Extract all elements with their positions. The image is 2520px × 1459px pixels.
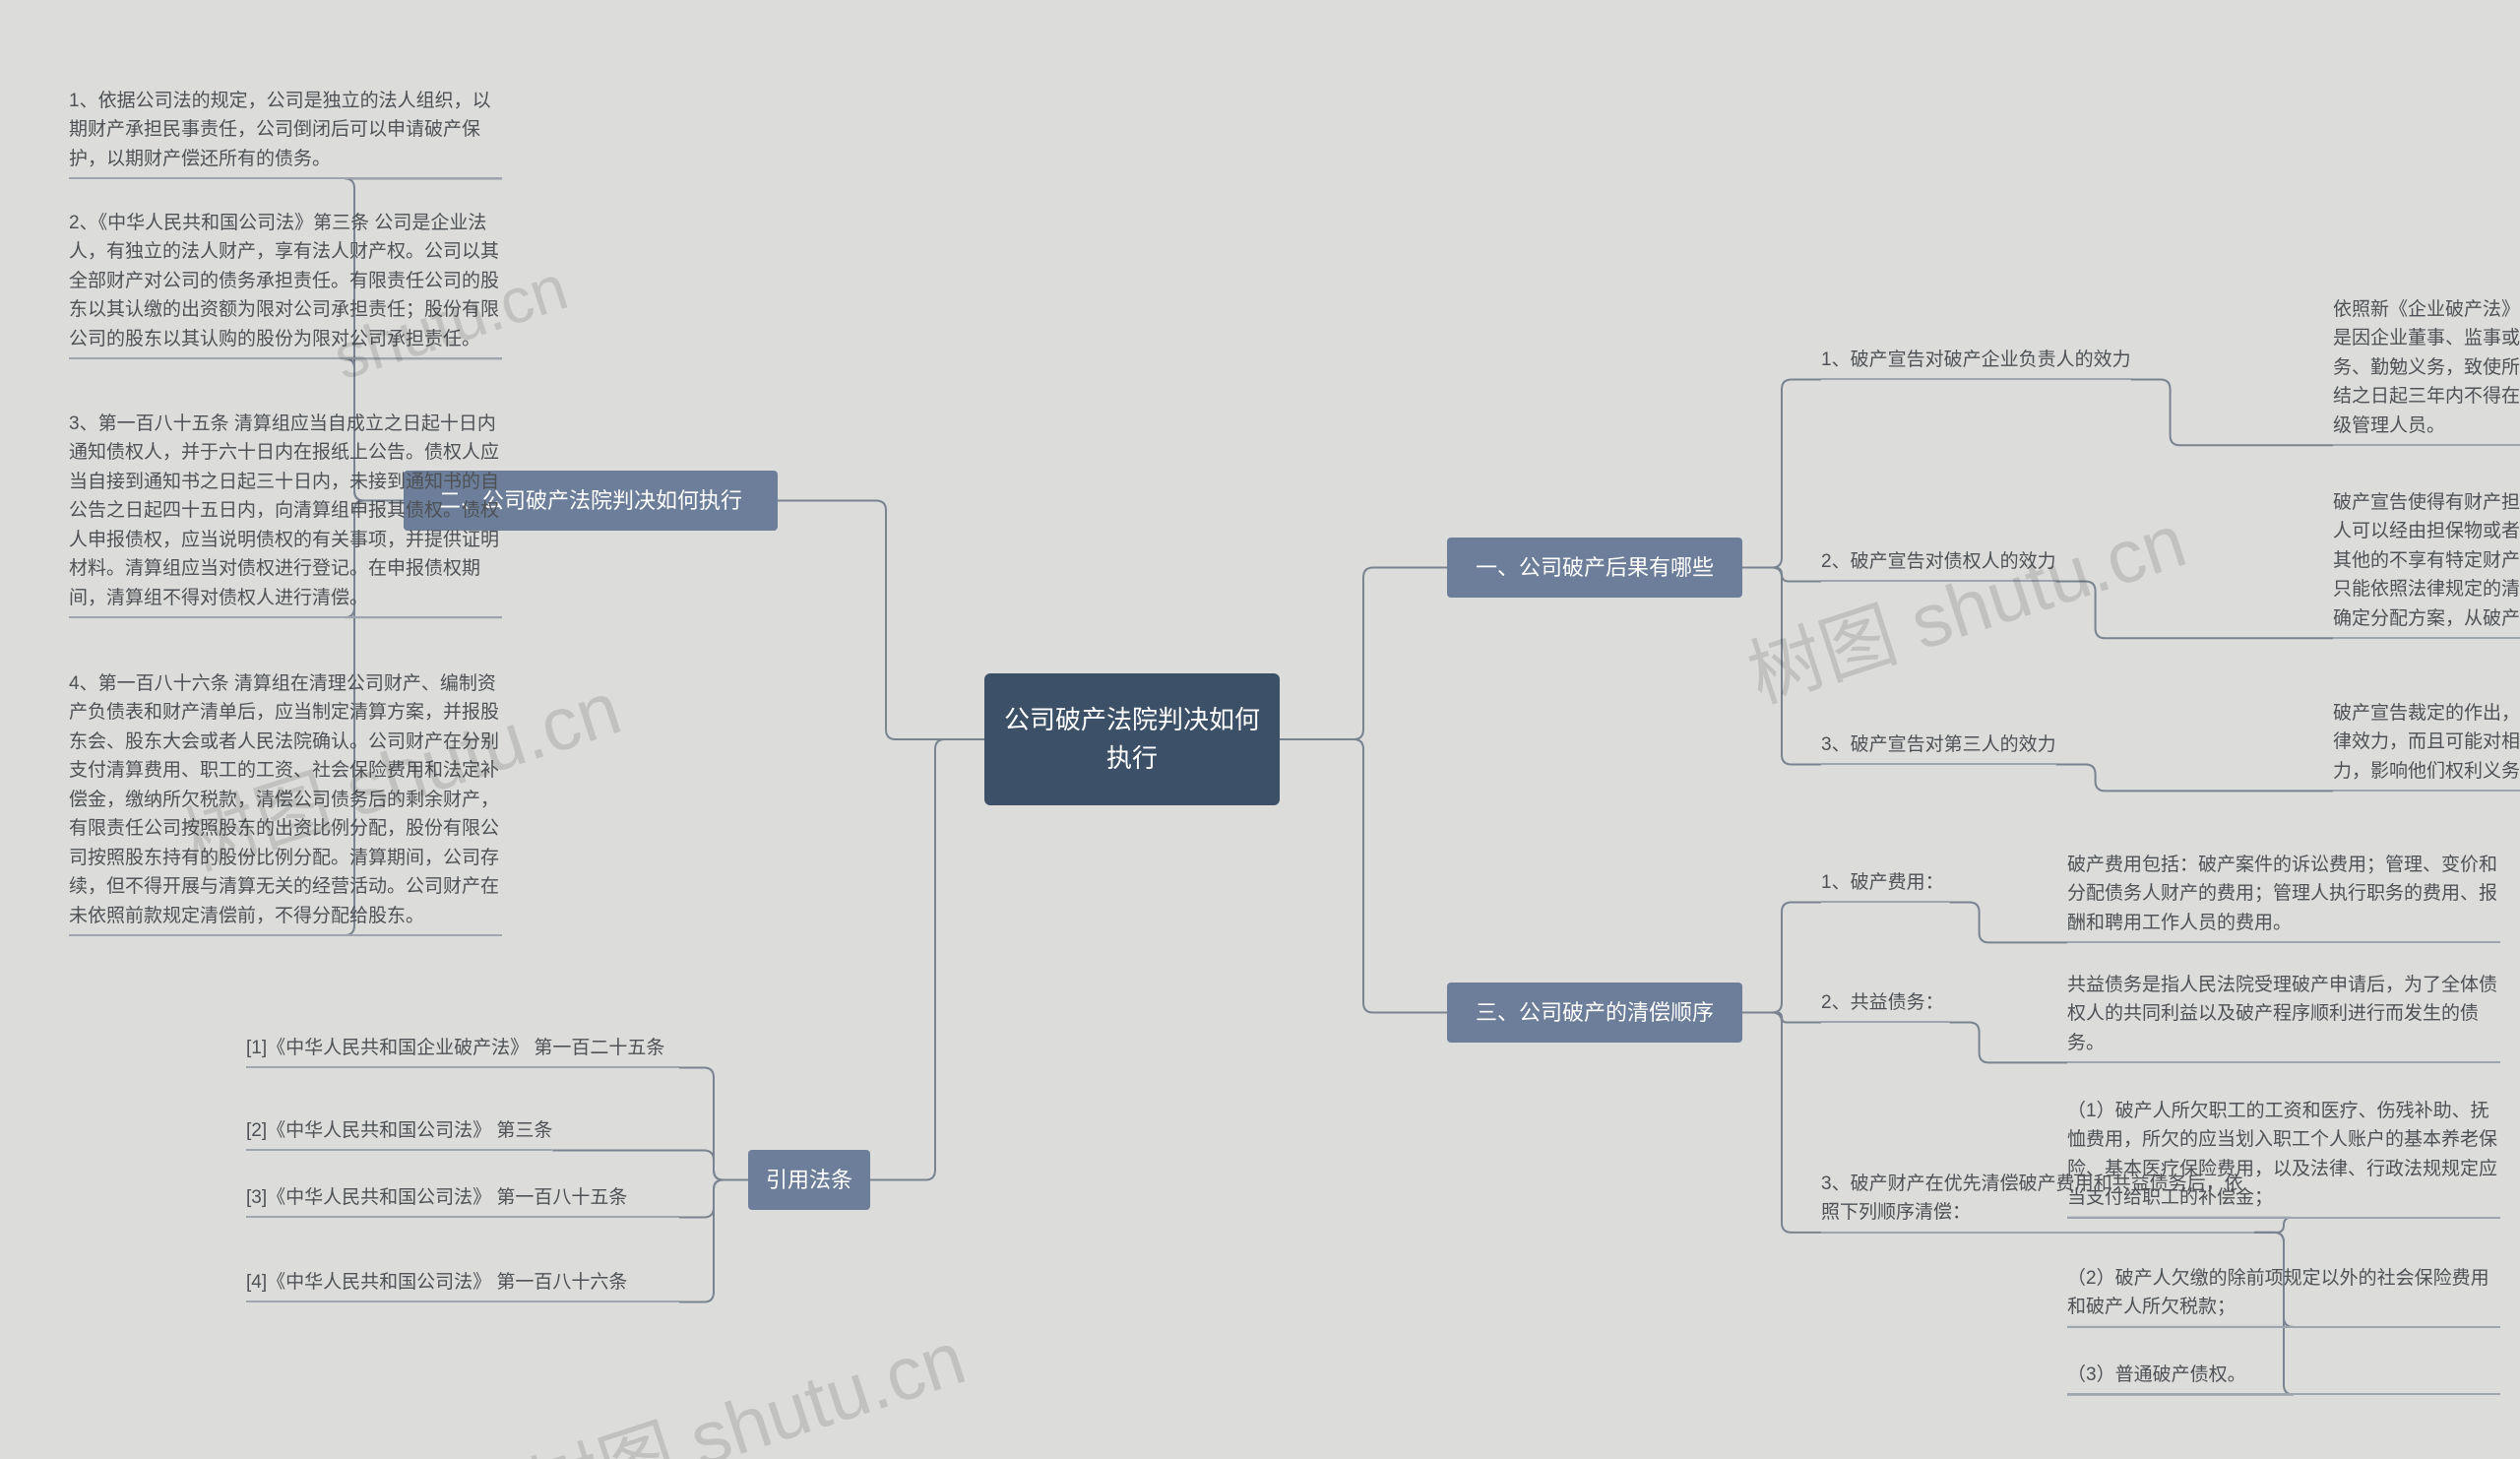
citation-1: [1]《中华人民共和国企业破产法》 第一百二十五条 [246, 1032, 679, 1068]
leaf-exec-3: 3、第一百八十五条 清算组应当自成立之日起十日内通知债权人，并于六十日内在报纸上… [69, 408, 502, 618]
branch-repayment-order[interactable]: 三、公司破产的清偿顺序 [1447, 983, 1742, 1043]
detail-seq-3: （3）普通破产债权。 [2067, 1359, 2500, 1395]
branch-consequences[interactable]: 一、公司破产后果有哪些 [1447, 538, 1742, 598]
detail-effect-creditor: 破产宣告使得有财产担保或者其他优先受偿权的债权人可以经由担保物或者特定财产获得优… [2333, 486, 2520, 639]
detail-effect-responsible: 依照新《企业破产法》第125条第2款的规定，如果是因企业董事、监事或者高级管理人… [2333, 293, 2520, 446]
citation-4: [4]《中华人民共和国公司法》 第一百八十六条 [246, 1266, 679, 1302]
leaf-common-debt[interactable]: 2、共益债务： [1821, 986, 1950, 1023]
watermark: 树图 shutu.cn [1732, 480, 2197, 724]
watermark: 树图 shutu.cn [512, 1298, 976, 1459]
detail-bankruptcy-fees: 破产费用包括：破产案件的诉讼费用；管理、变价和分配债务人财产的费用；管理人执行职… [2067, 849, 2500, 943]
detail-common-debt: 共益债务是指人民法院受理破产申请后，为了全体债权人的共同利益以及破产程序顺利进行… [2067, 969, 2500, 1063]
leaf-exec-4: 4、第一百八十六条 清算组在清理公司财产、编制资产负债表和财产清单后，应当制定清… [69, 667, 502, 936]
leaf-bankruptcy-fees[interactable]: 1、破产费用： [1821, 866, 1950, 903]
leaf-exec-2: 2、《中华人民共和国公司法》第三条 公司是企业法人，有独立的法人财产，享有法人财… [69, 207, 502, 359]
leaf-effect-thirdparty[interactable]: 3、破产宣告对第三人的效力 [1821, 729, 2056, 765]
leaf-effect-responsible[interactable]: 1、破产宣告对破产企业负责人的效力 [1821, 344, 2131, 380]
leaf-exec-1: 1、依据公司法的规定，公司是独立的法人组织，以期财产承担民事责任，公司倒闭后可以… [69, 85, 502, 179]
citation-2: [2]《中华人民共和国公司法》 第三条 [246, 1114, 552, 1151]
citation-3: [3]《中华人民共和国公司法》 第一百八十五条 [246, 1181, 679, 1218]
detail-seq-1: （1）破产人所欠职工的工资和医疗、伤残补助、抚恤费用，所欠的应当划入职工个人账户… [2067, 1095, 2500, 1219]
mindmap-stage: 公司破产法院判决如何执行 一、公司破产后果有哪些 三、公司破产的清偿顺序 二、公… [0, 0, 2520, 1459]
detail-effect-thirdparty: 破产宣告裁定的作出，不仅对债务人和债权人发生法律效力，而且可能对相关的第三人也发… [2333, 697, 2520, 792]
leaf-effect-creditor[interactable]: 2、破产宣告对债权人的效力 [1821, 545, 2056, 582]
root-node[interactable]: 公司破产法院判决如何执行 [984, 673, 1280, 805]
branch-citations[interactable]: 引用法条 [748, 1150, 870, 1210]
detail-seq-2: （2）破产人欠缴的除前项规定以外的社会保险费用和破产人所欠税款； [2067, 1262, 2500, 1328]
